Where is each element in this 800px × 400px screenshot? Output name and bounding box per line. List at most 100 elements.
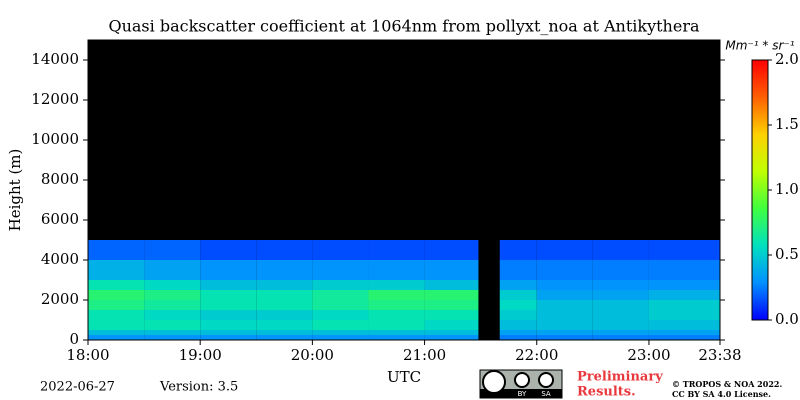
heat-cell xyxy=(144,320,201,330)
heat-cell xyxy=(88,240,145,260)
heat-cell xyxy=(499,300,537,310)
heat-cell xyxy=(256,260,313,280)
heat-cell xyxy=(256,330,313,335)
y-tick-label: 2000 xyxy=(41,290,79,308)
license: CC BY SA 4.0 License. xyxy=(672,389,771,399)
heat-cell xyxy=(200,240,257,260)
heat-cell xyxy=(536,290,593,300)
heat-cell xyxy=(312,330,369,335)
sa-icon xyxy=(538,372,554,388)
heat-cell xyxy=(499,335,537,340)
heat-cell xyxy=(499,310,537,320)
y-tick-label: 10000 xyxy=(31,130,79,148)
heat-cell xyxy=(312,240,369,260)
heat-cell xyxy=(499,240,537,260)
heat-cell xyxy=(536,240,593,260)
heat-cell xyxy=(200,330,257,335)
heat-cell xyxy=(368,330,425,335)
colorbar-label: Mm⁻¹ * sr⁻¹ xyxy=(725,39,794,53)
heat-cell xyxy=(592,300,649,310)
heat-cell xyxy=(592,335,649,340)
colorbar-tick-label: 0.0 xyxy=(775,310,799,328)
heat-cell xyxy=(648,310,720,320)
y-tick-label: 12000 xyxy=(31,90,79,108)
heat-cell xyxy=(88,260,145,280)
y-tick-label: 4000 xyxy=(41,250,79,268)
heat-cell xyxy=(144,310,201,320)
heat-cell xyxy=(368,335,425,340)
heat-cell xyxy=(648,335,720,340)
heat-cell xyxy=(536,335,593,340)
heat-cell xyxy=(499,260,537,280)
heat-cell xyxy=(368,300,425,310)
heat-cell xyxy=(200,320,257,330)
heat-cell xyxy=(424,330,479,335)
chart-title: Quasi backscatter coefficient at 1064nm … xyxy=(108,17,700,36)
y-tick-label: 6000 xyxy=(41,210,79,228)
heat-cell xyxy=(499,290,537,300)
colorbar-tick-label: 0.5 xyxy=(775,245,799,263)
colorbar-tick-label: 1.5 xyxy=(775,115,799,133)
heat-cell xyxy=(88,330,145,335)
heat-cell xyxy=(648,280,720,290)
heat-cell xyxy=(312,300,369,310)
heat-cell xyxy=(592,260,649,280)
x-tick-label: 21:00 xyxy=(403,346,446,364)
heat-cell xyxy=(200,310,257,320)
x-tick-label: 22:00 xyxy=(515,346,558,364)
heat-cell xyxy=(424,310,479,320)
plot-frame xyxy=(87,39,721,341)
heat-cell xyxy=(648,240,720,260)
heat-cell xyxy=(648,290,720,300)
heat-cell xyxy=(256,290,313,300)
heat-cell xyxy=(424,280,479,290)
notice: Preliminary xyxy=(577,370,663,385)
y-tick-label: 0 xyxy=(69,330,79,348)
heat-cell xyxy=(648,300,720,310)
license: © TROPOS & NOA 2022. xyxy=(672,379,782,389)
heat-cell xyxy=(256,300,313,310)
x-tick-label: 18:00 xyxy=(66,346,109,364)
cc-badge: BY SA xyxy=(479,369,563,399)
heat-cell xyxy=(368,280,425,290)
heat-cell xyxy=(592,290,649,300)
heat-cell xyxy=(368,290,425,300)
y-axis-label: Height (m) xyxy=(6,149,24,232)
heat-cell xyxy=(424,335,479,340)
heat-cell xyxy=(200,300,257,310)
heat-cell xyxy=(200,260,257,280)
heat-cell xyxy=(88,300,145,310)
heat-cell xyxy=(368,310,425,320)
y-tick-label: 8000 xyxy=(41,170,79,188)
date-label: 2022-06-27 xyxy=(40,380,115,395)
heat-cell xyxy=(424,240,479,260)
heat-cell xyxy=(144,335,201,340)
heat-cell xyxy=(424,260,479,280)
heat-cell xyxy=(200,335,257,340)
by-icon xyxy=(514,372,530,388)
heat-cell xyxy=(368,260,425,280)
x-tick-label: 19:00 xyxy=(179,346,222,364)
heat-cell xyxy=(424,300,479,310)
heat-cell xyxy=(499,280,537,290)
heat-cell xyxy=(88,280,145,290)
colorbar-tick-label: 1.0 xyxy=(775,180,799,198)
heat-cell xyxy=(312,290,369,300)
colorbar-tick-label: 2.0 xyxy=(775,50,799,68)
version-label: Version: 3.5 xyxy=(159,380,238,395)
heat-cell xyxy=(144,240,201,260)
heat-cell xyxy=(88,320,145,330)
heat-cell xyxy=(499,330,537,335)
heat-cell xyxy=(424,290,479,300)
heat-cell xyxy=(312,260,369,280)
heat-cell xyxy=(536,300,593,310)
heat-cell xyxy=(536,320,593,330)
heat-cell xyxy=(592,280,649,290)
x-axis-label: UTC xyxy=(387,368,421,386)
heat-cell xyxy=(648,330,720,335)
heat-cell xyxy=(256,310,313,320)
y-tick-label: 14000 xyxy=(31,50,79,68)
heat-cell xyxy=(648,320,720,330)
heat-cell xyxy=(312,310,369,320)
